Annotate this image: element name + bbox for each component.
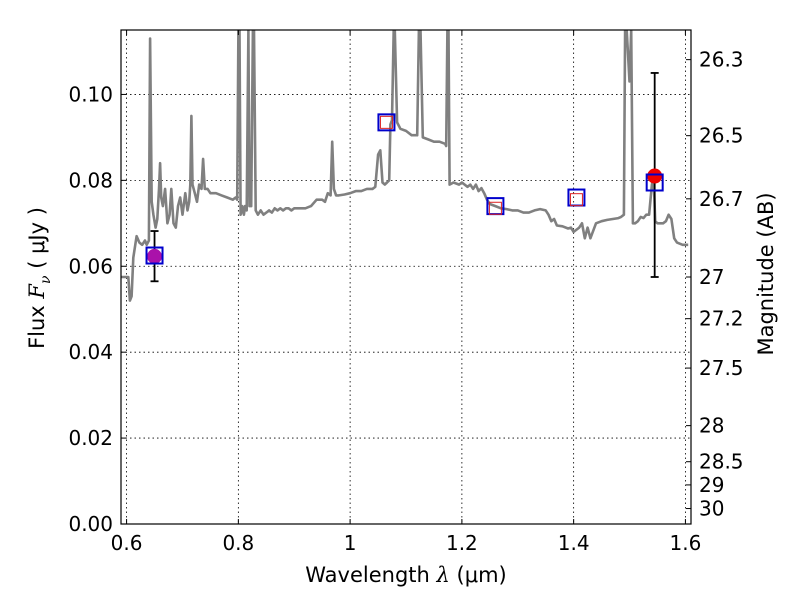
photometry-marker-layer [145, 72, 664, 283]
right-tick-label: 29 [699, 473, 724, 497]
synthetic-photometry-marker [569, 193, 583, 207]
x-tick-label: 1.4 [558, 531, 590, 555]
observed-flux-point [647, 168, 663, 184]
observed-flux-point [147, 248, 163, 264]
axis-ticks: 0.6 0.8 1 1.2 1.4 1.6 0.00 0.02 0.04 0.06 0.08 0.10… [68, 30, 744, 555]
right-tick-label: 27 [699, 265, 724, 289]
y-tick-label: 0.00 [68, 512, 113, 536]
model-photometry-marker [145, 246, 164, 265]
x-tick-label: 0.6 [111, 531, 143, 555]
right-tick-label: 30 [699, 497, 724, 521]
x-tick-label: 1 [344, 531, 357, 555]
model-photometry-marker [377, 113, 396, 132]
right-tick-label: 27.5 [699, 356, 744, 380]
right-tick-label: 26.5 [699, 124, 744, 148]
right-tick-label: 26.3 [699, 48, 744, 72]
grid-lines [121, 30, 691, 525]
x-axis-label: Wavelength λ (μm) [305, 563, 506, 587]
x-tick-label: 0.8 [222, 531, 254, 555]
x-tick-label: 1.6 [670, 531, 702, 555]
right-axis-label: Magnitude (AB) [754, 192, 778, 355]
y-tick-label: 0.10 [68, 82, 113, 106]
right-tick-label: 26.7 [699, 187, 744, 211]
right-tick-label: 27.2 [699, 307, 744, 331]
y-tick-label: 0.06 [68, 254, 113, 278]
synthetic-photometry-marker [379, 115, 393, 129]
right-tick-label: 28 [699, 414, 724, 438]
right-tick-label: 28.5 [699, 450, 744, 474]
y-tick-label: 0.08 [68, 168, 113, 192]
y-axis-label: Flux Fν ( μJy ) [25, 207, 54, 349]
plot-frame [120, 29, 692, 525]
y-tick-label: 0.04 [68, 340, 113, 364]
x-tick-label: 1.2 [446, 531, 478, 555]
synthetic-photometry-marker [488, 201, 502, 215]
model-spectrum-layer [121, 30, 689, 302]
y-tick-label: 0.02 [68, 426, 113, 450]
model-photometry-marker [645, 173, 664, 192]
model-spectrum-line [121, 30, 689, 302]
